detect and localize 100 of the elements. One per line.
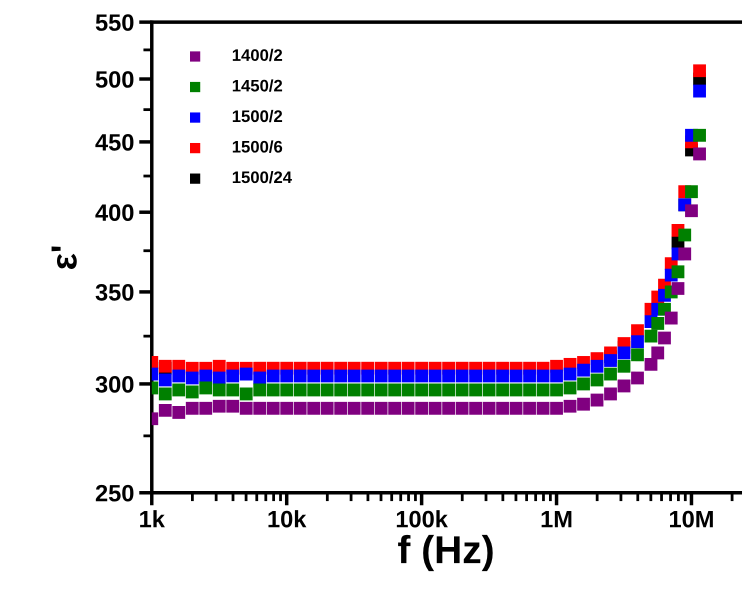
- point: [631, 348, 644, 362]
- point: [280, 370, 294, 382]
- legend-label: 1500/2: [232, 110, 282, 122]
- point: [374, 402, 388, 415]
- point: [361, 384, 374, 396]
- point: [415, 402, 428, 415]
- point: [482, 370, 496, 382]
- point: [226, 384, 240, 396]
- point: [482, 402, 496, 415]
- point: [172, 406, 186, 419]
- point: [482, 384, 496, 396]
- point: [388, 370, 402, 382]
- point: [428, 370, 442, 382]
- point: [320, 402, 334, 415]
- point: [320, 384, 334, 396]
- point: [253, 372, 266, 384]
- point: [564, 400, 576, 413]
- legend-label: 1450/2: [232, 79, 282, 92]
- point: [402, 384, 415, 396]
- point: [402, 370, 415, 382]
- y-tick-label: 550: [96, 14, 134, 31]
- x-axis-title: f (Hz): [398, 534, 493, 572]
- point: [564, 382, 576, 394]
- point: [618, 346, 630, 360]
- y-tick-label: 300: [96, 376, 134, 393]
- point: [536, 370, 550, 382]
- x-tick-label: 100k: [396, 510, 448, 528]
- point: [469, 402, 482, 415]
- point: [240, 402, 253, 415]
- point: [199, 370, 212, 382]
- point: [469, 384, 482, 396]
- point: [307, 370, 320, 382]
- point: [456, 370, 468, 382]
- x-tick-label: 10M: [670, 510, 713, 528]
- point: [496, 370, 509, 382]
- point: [442, 402, 456, 415]
- point: [212, 372, 226, 384]
- point: [428, 384, 442, 396]
- point: [456, 402, 468, 415]
- point: [266, 402, 280, 415]
- point: [266, 384, 280, 396]
- point: [294, 402, 307, 415]
- point: [523, 402, 536, 415]
- point: [348, 370, 361, 382]
- point: [186, 402, 199, 415]
- point: [510, 384, 522, 396]
- point: [253, 402, 266, 415]
- point: [294, 370, 307, 382]
- point: [402, 402, 415, 415]
- point: [604, 388, 617, 400]
- point: [618, 360, 630, 373]
- point: [158, 374, 172, 386]
- point: [158, 404, 172, 417]
- point: [577, 364, 590, 377]
- point: [320, 370, 334, 382]
- point: [631, 335, 644, 348]
- point: [172, 370, 186, 382]
- x-tick-label: 1k: [140, 510, 165, 528]
- legend-label: 1500/24: [232, 170, 292, 184]
- point: [577, 378, 590, 390]
- point: [415, 370, 428, 382]
- y-tick-label: 500: [96, 71, 134, 88]
- point: [523, 370, 536, 382]
- legend-label: 1500/6: [232, 140, 282, 153]
- y-axis-title: ε': [52, 246, 77, 269]
- point: [388, 384, 402, 396]
- point: [456, 384, 468, 396]
- point: [199, 402, 212, 415]
- point: [496, 384, 509, 396]
- point: [158, 388, 172, 400]
- point: [172, 384, 186, 396]
- point: [186, 372, 199, 384]
- point: [361, 402, 374, 415]
- point: [536, 402, 550, 415]
- point: [577, 398, 590, 411]
- point: [240, 388, 253, 400]
- point: [307, 384, 320, 396]
- point: [212, 400, 226, 413]
- point: [226, 370, 240, 382]
- point: [212, 384, 226, 396]
- x-tick-label: 1M: [542, 510, 572, 528]
- point: [510, 370, 522, 382]
- point: [307, 402, 320, 415]
- point: [334, 384, 348, 396]
- legend-label: 1400/2: [232, 48, 282, 62]
- x-tick-label: 10k: [268, 510, 306, 528]
- point: [294, 384, 307, 396]
- point: [428, 402, 442, 415]
- point: [550, 384, 563, 396]
- point: [644, 330, 658, 343]
- point: [280, 402, 294, 415]
- point: [240, 368, 253, 380]
- point: [631, 372, 644, 384]
- point: [374, 384, 388, 396]
- point: [361, 370, 374, 382]
- point: [590, 374, 604, 386]
- point: [618, 380, 630, 392]
- point: [388, 402, 402, 415]
- point: [564, 368, 576, 380]
- point: [186, 386, 199, 398]
